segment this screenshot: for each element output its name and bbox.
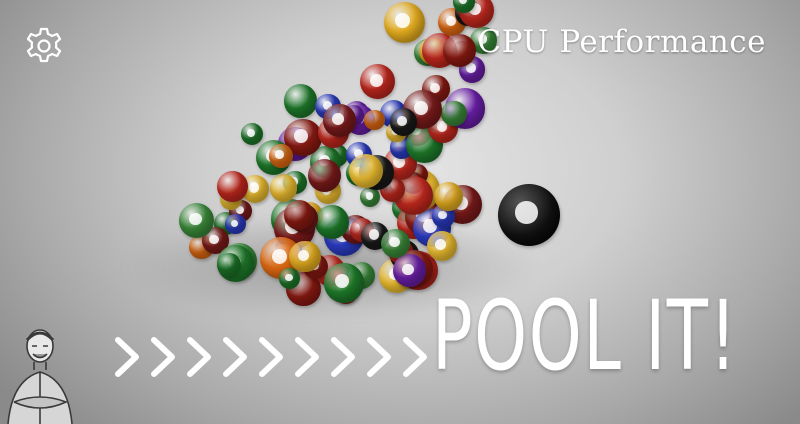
billiard-ball	[217, 252, 241, 277]
billiard-ball	[360, 186, 381, 207]
chevron-right-icon	[187, 337, 211, 377]
billiard-ball	[283, 200, 314, 231]
chevron-right-icon	[115, 337, 139, 377]
billiard-ball	[380, 228, 411, 259]
billiard-ball	[269, 174, 298, 203]
billiard-ball	[283, 84, 318, 118]
billiard-ball	[268, 143, 293, 168]
billiard-ball	[441, 100, 467, 127]
person-sketch-icon	[7, 329, 73, 424]
chevron-right-icon	[367, 337, 391, 377]
chevron-right-icon	[403, 337, 427, 377]
billiard-ball	[389, 108, 417, 136]
billiard-ball	[323, 104, 356, 137]
billiard-ball	[324, 263, 364, 303]
chevron-right-icon	[151, 337, 175, 377]
chevron-right-icon	[223, 337, 247, 377]
billiard-ball	[359, 64, 396, 100]
gear-icon	[26, 27, 62, 63]
avatar	[0, 316, 86, 424]
billiard-ball	[308, 159, 342, 193]
billiard-ball	[458, 0, 494, 28]
billiard-ball	[240, 122, 263, 145]
headline-text: POOL IT!	[432, 280, 739, 392]
billiard-ball	[426, 230, 457, 261]
billiard-ball	[315, 205, 349, 239]
billiard-ball	[443, 33, 477, 67]
page-title: CPU Performance	[477, 24, 766, 60]
eight-ball	[498, 184, 560, 246]
chevron-arrows	[112, 334, 430, 380]
billiard-ball	[383, 1, 425, 44]
settings-button[interactable]	[22, 24, 66, 68]
billiard-ball	[179, 203, 215, 238]
billiard-ball	[225, 214, 246, 235]
billiard-ball	[217, 170, 248, 202]
chevron-right-icon	[259, 337, 283, 377]
chevron-right-icon	[331, 337, 355, 377]
billiard-ball	[392, 254, 426, 288]
billiard-ball	[349, 153, 384, 188]
billiard-ball	[452, 0, 476, 13]
chevron-right-icon	[295, 337, 319, 377]
billiard-ball	[289, 241, 321, 273]
billiard-ball	[433, 181, 463, 211]
billiard-ball	[279, 267, 301, 290]
billiard-ball	[364, 109, 385, 131]
